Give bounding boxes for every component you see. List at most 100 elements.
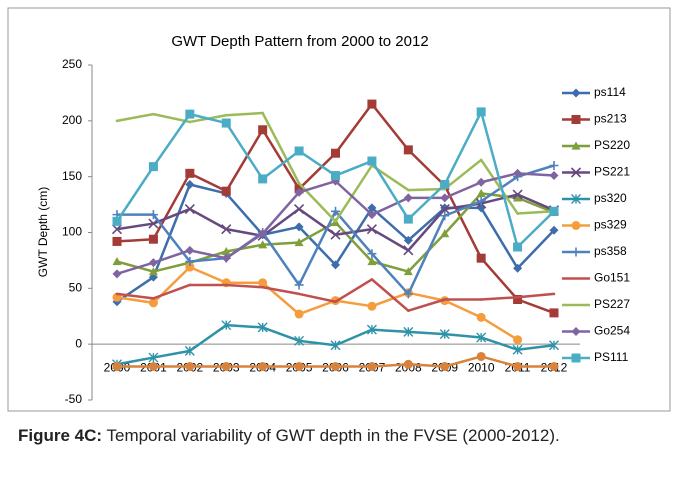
legend-marker	[570, 167, 582, 178]
x-tick-label: 2010	[468, 360, 495, 374]
series-line	[116, 278, 555, 312]
point	[516, 212, 519, 215]
marker	[512, 344, 523, 355]
series: ps358	[112, 161, 627, 299]
marker	[549, 340, 559, 351]
y-tick-label: 200	[62, 113, 82, 127]
marker	[476, 196, 486, 206]
marker	[403, 235, 413, 245]
marker	[258, 229, 268, 239]
series-line	[116, 265, 519, 341]
marker	[403, 245, 414, 256]
legend-label: Go151	[594, 271, 630, 285]
marker	[185, 362, 195, 371]
point	[334, 300, 337, 304]
marker	[476, 332, 487, 343]
marker	[367, 99, 377, 109]
marker	[221, 224, 232, 235]
marker	[294, 362, 304, 371]
marker	[258, 240, 268, 249]
marker	[513, 335, 523, 345]
marker	[294, 187, 304, 197]
caption-label: Figure 4C:	[18, 426, 103, 445]
marker	[476, 351, 486, 361]
point	[297, 292, 301, 296]
marker	[512, 189, 523, 200]
marker	[513, 168, 523, 178]
point	[297, 182, 301, 185]
marker	[294, 335, 305, 346]
point	[479, 158, 483, 162]
caption-text: Temporal variability of GWT depth in the…	[106, 426, 560, 445]
legend-marker	[571, 141, 581, 150]
marker	[549, 308, 559, 318]
y-tick-label: 100	[62, 225, 82, 239]
marker	[294, 309, 304, 319]
marker	[331, 206, 340, 216]
point	[188, 283, 192, 287]
marker	[148, 210, 158, 220]
marker	[403, 326, 414, 337]
point	[224, 283, 228, 287]
y-tick-label: 250	[62, 57, 82, 71]
legend-label: PS111	[594, 350, 629, 364]
marker	[403, 145, 413, 155]
marker	[476, 188, 486, 198]
marker	[331, 171, 340, 181]
marker	[439, 329, 450, 340]
series: Go254	[112, 168, 630, 338]
point	[261, 285, 264, 289]
marker	[439, 203, 450, 215]
marker	[330, 340, 341, 351]
marker	[476, 312, 486, 322]
marker	[330, 229, 341, 240]
series: PS111	[112, 107, 629, 364]
chart-frame	[7, 7, 671, 412]
chart: GWT Depth Pattern from 2000 to 2012 GWT …	[7, 7, 671, 412]
marker	[258, 278, 268, 288]
point	[115, 119, 119, 123]
marker	[367, 257, 377, 266]
series: ps329	[112, 218, 627, 345]
marker	[403, 289, 413, 299]
marker	[440, 362, 450, 371]
marker	[513, 242, 523, 252]
marker	[294, 238, 304, 247]
marker	[221, 186, 231, 196]
point	[152, 112, 155, 116]
marker	[185, 262, 195, 272]
marker	[294, 280, 304, 290]
marker	[331, 362, 340, 371]
marker	[148, 234, 158, 244]
marker	[258, 174, 268, 184]
marker	[440, 179, 450, 189]
marker	[294, 222, 304, 232]
point	[115, 292, 119, 296]
marker	[221, 118, 231, 128]
y-axis-label: GWT Depth (cm)	[36, 187, 50, 277]
marker	[294, 203, 305, 215]
point	[407, 188, 410, 192]
marker	[476, 107, 486, 117]
legend-marker	[571, 327, 581, 336]
marker	[331, 260, 340, 270]
point	[261, 111, 264, 115]
marker	[257, 322, 268, 333]
marker	[367, 301, 377, 311]
legend-label: PS227	[594, 297, 630, 311]
marker	[549, 161, 559, 170]
marker	[367, 203, 377, 213]
chart-title: GWT Depth Pattern from 2000 to 2012	[171, 33, 428, 50]
legend-label: ps114	[594, 85, 626, 99]
marker	[112, 216, 122, 226]
marker	[513, 362, 523, 371]
marker	[403, 214, 413, 224]
point	[479, 298, 483, 301]
point	[152, 297, 155, 300]
point	[370, 278, 374, 281]
marker	[221, 320, 232, 331]
marker	[112, 236, 122, 246]
marker	[440, 229, 450, 238]
marker	[258, 125, 268, 135]
legend-marker	[571, 221, 581, 230]
